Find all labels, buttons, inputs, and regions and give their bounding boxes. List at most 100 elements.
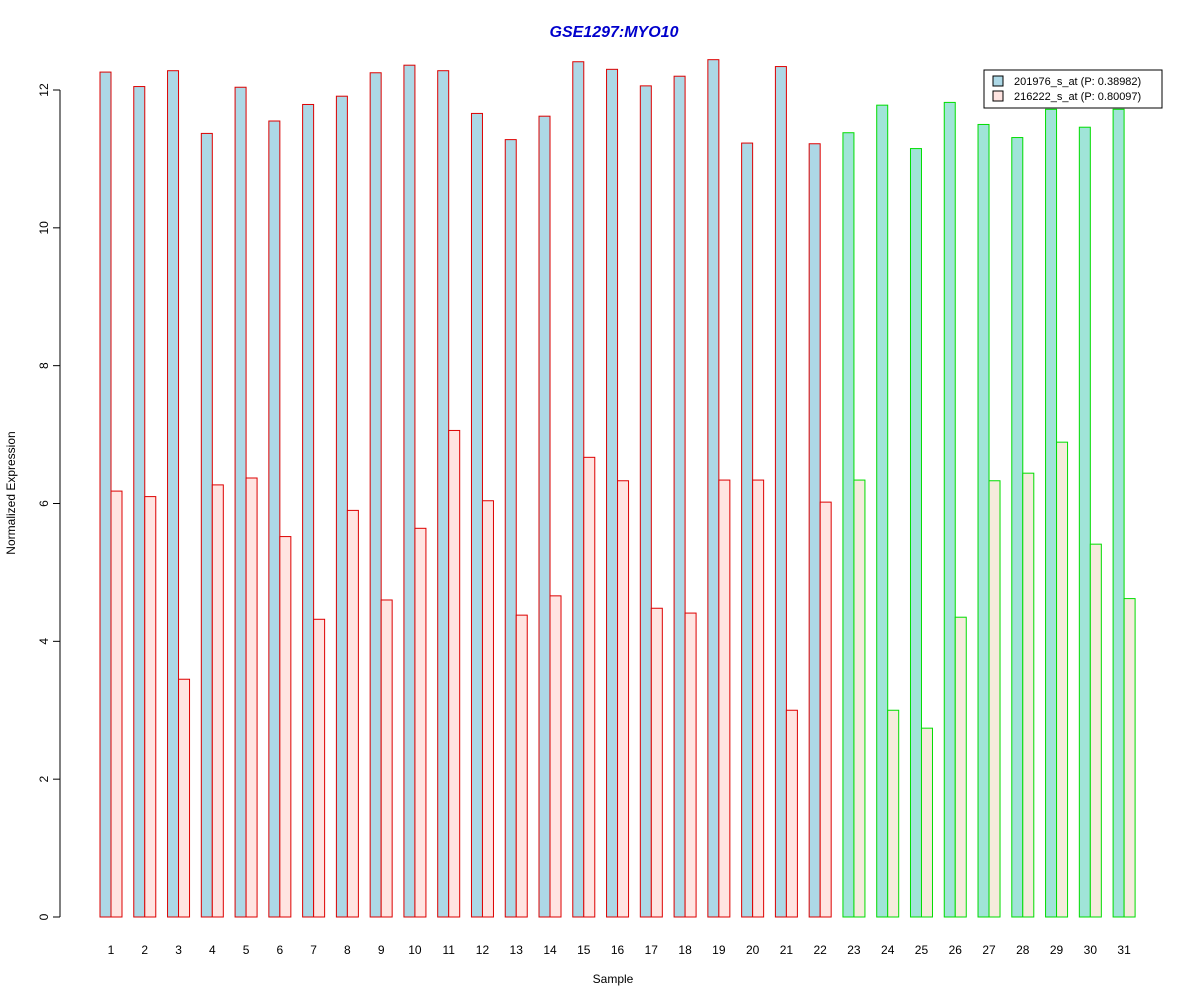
x-tick-label: 26 bbox=[949, 943, 963, 957]
y-tick-label: 0 bbox=[37, 913, 51, 920]
bar-series-1-sample-11 bbox=[437, 70, 450, 918]
bar-series-1-sample-13 bbox=[504, 139, 517, 918]
bar-series-1-sample-26 bbox=[943, 101, 956, 918]
y-axis: 0 2 4 6 8 10 12 bbox=[37, 83, 61, 920]
x-tick-label: 3 bbox=[175, 943, 182, 957]
bar-series-1-sample-27 bbox=[977, 123, 990, 918]
bar-series-2-sample-3 bbox=[178, 678, 191, 918]
bar-series-1-sample-28 bbox=[1011, 137, 1024, 918]
bar-series-2-sample-22 bbox=[819, 501, 832, 918]
bar-series-2-sample-23 bbox=[853, 479, 866, 918]
bar-series-1-sample-3 bbox=[167, 70, 180, 918]
legend-label-series-1: 201976_s_at (P: 0.38982) bbox=[1014, 76, 1141, 88]
x-tick-label: 29 bbox=[1050, 943, 1064, 957]
bar-series-2-sample-9 bbox=[380, 599, 393, 918]
x-tick-label: 11 bbox=[442, 943, 455, 957]
legend: 201976_s_at (P: 0.38982) 216222_s_at (P:… bbox=[983, 69, 1163, 109]
x-tick-label: 17 bbox=[645, 943, 659, 957]
y-tick-label: 12 bbox=[37, 83, 51, 97]
bar-series-1-sample-10 bbox=[403, 64, 416, 918]
y-tick-label: 8 bbox=[37, 362, 51, 369]
bar-series-1-sample-20 bbox=[741, 142, 754, 918]
bar-series-2-sample-21 bbox=[785, 709, 798, 918]
bar-series-2-sample-16 bbox=[617, 480, 630, 918]
x-tick-label: 24 bbox=[881, 943, 895, 957]
y-tick-label: 6 bbox=[37, 500, 51, 507]
x-tick-label: 14 bbox=[543, 943, 557, 957]
bar-series-1-sample-6 bbox=[268, 120, 281, 918]
x-tick-label: 16 bbox=[611, 943, 625, 957]
x-tick-label: 25 bbox=[915, 943, 929, 957]
bar-series-1-sample-23 bbox=[842, 132, 855, 918]
x-tick-label: 9 bbox=[378, 943, 385, 957]
bar-series-2-sample-27 bbox=[988, 480, 1001, 918]
bar-series-1-sample-21 bbox=[774, 66, 787, 918]
y-axis-label: Normalized Expression bbox=[4, 431, 18, 554]
bar-series-1-sample-30 bbox=[1078, 126, 1091, 918]
bar-series-1-sample-4 bbox=[200, 132, 213, 918]
y-tick-label: 4 bbox=[37, 638, 51, 645]
bar-series-2-sample-13 bbox=[515, 614, 528, 918]
x-tick-label: 15 bbox=[577, 943, 591, 957]
x-tick-label: 12 bbox=[476, 943, 490, 957]
bar-series-2-sample-11 bbox=[448, 429, 461, 918]
bar-series-1-sample-31 bbox=[1112, 108, 1125, 918]
bar-series-2-sample-25 bbox=[920, 727, 933, 918]
bar-series-2-sample-2 bbox=[144, 496, 157, 918]
bar-series-1-sample-29 bbox=[1045, 108, 1058, 918]
x-tick-label: 2 bbox=[141, 943, 148, 957]
bar-series-2-sample-24 bbox=[887, 709, 900, 918]
bar-series-2-sample-20 bbox=[752, 479, 765, 918]
x-tick-label: 1 bbox=[108, 943, 115, 957]
bar-series-1-sample-8 bbox=[335, 95, 348, 918]
bar-series-2-sample-29 bbox=[1056, 441, 1069, 918]
bar-series-1-sample-14 bbox=[538, 115, 551, 918]
bar-series-1-sample-7 bbox=[302, 103, 315, 918]
legend-label-series-2: 216222_s_at (P: 0.80097) bbox=[1014, 91, 1141, 103]
y-tick-label: 10 bbox=[37, 221, 51, 235]
legend-swatch-series-2 bbox=[992, 90, 1004, 102]
x-tick-label: 6 bbox=[277, 943, 284, 957]
bar-series-2-sample-17 bbox=[650, 607, 663, 918]
bar-series-1-sample-18 bbox=[673, 75, 686, 918]
x-tick-label: 27 bbox=[982, 943, 996, 957]
bar-series-group bbox=[99, 59, 1136, 918]
chart-title: GSE1297:MYO10 bbox=[550, 24, 679, 41]
x-tick-label: 10 bbox=[408, 943, 422, 957]
bar-series-2-sample-14 bbox=[549, 595, 562, 918]
x-tick-label: 19 bbox=[712, 943, 726, 957]
x-tick-label: 23 bbox=[847, 943, 861, 957]
bar-series-1-sample-25 bbox=[909, 148, 922, 918]
bar-series-2-sample-19 bbox=[718, 479, 731, 918]
bar-series-2-sample-31 bbox=[1123, 598, 1136, 918]
bar-series-2-sample-15 bbox=[583, 456, 596, 918]
bar-series-2-sample-12 bbox=[481, 500, 494, 918]
bar-series-2-sample-10 bbox=[414, 527, 427, 918]
x-tick-label: 5 bbox=[243, 943, 250, 957]
bar-series-1-sample-19 bbox=[707, 59, 720, 918]
bar-series-2-sample-28 bbox=[1022, 472, 1035, 918]
x-tick-label: 22 bbox=[813, 943, 827, 957]
x-tick-label: 18 bbox=[678, 943, 692, 957]
legend-swatch-series-1 bbox=[992, 75, 1004, 87]
x-tick-label: 21 bbox=[780, 943, 794, 957]
bar-series-2-sample-30 bbox=[1089, 543, 1102, 918]
bar-series-2-sample-7 bbox=[313, 618, 326, 918]
bar-series-2-sample-6 bbox=[279, 536, 292, 918]
bar-series-2-sample-26 bbox=[954, 616, 967, 918]
bar-series-1-sample-16 bbox=[606, 68, 619, 918]
bar-series-1-sample-22 bbox=[808, 143, 821, 918]
bar-series-2-sample-8 bbox=[346, 509, 359, 918]
x-tick-label: 30 bbox=[1084, 943, 1098, 957]
bar-series-2-sample-1 bbox=[110, 490, 123, 918]
y-tick-label: 2 bbox=[37, 776, 51, 783]
bar-series-1-sample-9 bbox=[369, 72, 382, 918]
x-tick-label: 8 bbox=[344, 943, 351, 957]
bar-series-1-sample-12 bbox=[470, 112, 483, 918]
x-tick-labels: 1 2 3 4 5 6 7 8 9 10 11 12 13 14 15 16 17 18 19 20 21 22 23 24 2… bbox=[108, 943, 1131, 957]
bar-series-1-sample-5 bbox=[234, 86, 247, 918]
x-axis-label: Sample bbox=[593, 972, 634, 986]
x-tick-label: 31 bbox=[1117, 943, 1131, 957]
x-tick-label: 7 bbox=[310, 943, 317, 957]
bar-series-1-sample-1 bbox=[99, 71, 112, 918]
